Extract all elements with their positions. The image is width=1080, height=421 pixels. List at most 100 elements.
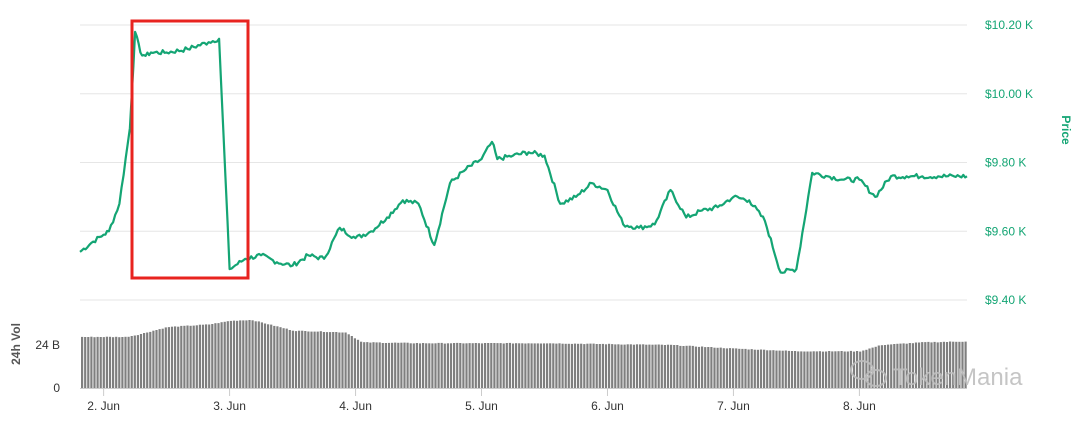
volume-bar [288,330,291,388]
volume-bar [245,320,248,388]
volume-bar [474,343,477,388]
volume-bar [654,344,657,388]
volume-bar [828,351,831,388]
volume-bar [552,343,555,388]
volume-bar [285,328,288,388]
watermark-text: TokenMania [893,364,1023,391]
volume-bar [635,344,639,388]
volume-bar [623,344,626,388]
volume-bar [229,320,232,388]
volume-bar [787,350,790,388]
volume-bar [310,331,313,388]
volume-bar [620,344,623,388]
volume-bar [611,344,614,388]
price-tick-label: $10.00 K [985,87,1033,101]
volume-bar [614,344,617,388]
volume-bar [908,343,911,388]
volume-bar [536,343,539,388]
volume-bar [508,342,511,388]
volume-bar [394,342,397,388]
volume-bar [84,337,87,388]
volume-bar [747,349,750,388]
volume-bar [462,343,465,388]
volume-bar [527,343,530,388]
volume-bar [539,343,542,388]
volume-bar [818,351,821,388]
volume-bar [570,343,573,388]
volume-bar [834,351,837,388]
volume-bar [645,344,648,388]
volume-bar [192,325,195,388]
volume-bar [186,325,189,388]
volume-bar [223,321,226,388]
volume-bar [217,323,220,388]
volume-bar [797,351,800,388]
volume-bar [573,343,577,388]
watermark: TokenMania [850,360,1023,391]
volume-bar [183,325,186,388]
volume-bar [431,343,434,388]
volume-bar [617,344,620,388]
volume-bar [542,343,546,388]
volume-bar [806,351,809,388]
volume-bar [375,342,378,388]
volume-axis-title: 24h Vol [9,323,23,365]
volume-bar [530,343,533,388]
volume-bar [344,332,347,388]
volume-bar [198,324,201,388]
volume-bar [170,326,174,388]
volume-bar [663,345,666,388]
volume-bar [360,341,363,388]
volume-bar [753,349,756,388]
volume-bar [682,346,685,388]
volume-bar [505,343,508,388]
volume-bar [502,343,505,388]
date-tick-label: 8. Jun [843,399,876,413]
volume-bar [642,344,645,388]
volume-bar [837,351,840,388]
volume-bar [738,348,741,388]
volume-bar [772,350,775,388]
volume-bar [480,343,484,388]
volume-bar [177,326,180,388]
volume-bar [949,341,952,388]
volume-bar [263,323,267,388]
volume-bar [139,334,143,388]
volume-bar [549,343,552,388]
volume-bar [778,350,781,388]
volume-bar [887,344,890,388]
volume-bar [496,343,499,388]
volume-bar [493,343,496,388]
volume-bar [108,336,112,388]
volume-bar [598,344,601,388]
volume-bar [555,343,558,388]
volume-bar [484,343,487,388]
price-tick-label: $9.60 K [985,224,1026,238]
volume-bar [251,320,254,388]
volume-bar [158,329,161,388]
volume-bar [713,347,716,388]
volume-bar [471,343,474,388]
volume-bar [673,345,676,388]
volume-bar [211,324,214,388]
volume-bar [93,337,96,388]
volume-bar [632,344,635,388]
volume-bar [890,344,893,388]
volume-bar [905,343,908,388]
volume-bar [518,343,521,388]
volume-bar [130,336,133,388]
volume-bar [387,342,391,388]
date-tick-label: 4. Jun [339,399,372,413]
volume-bar [803,351,806,388]
volume-bar [152,330,155,388]
volume-bar [666,344,670,388]
volume-bar [155,330,158,388]
volume-bar [465,343,468,388]
volume-bar [877,345,880,388]
volume-bar [744,348,747,388]
volume-bar [400,342,403,388]
price-line [79,30,968,274]
volume-bar [102,337,105,388]
volume-bar [325,332,329,388]
